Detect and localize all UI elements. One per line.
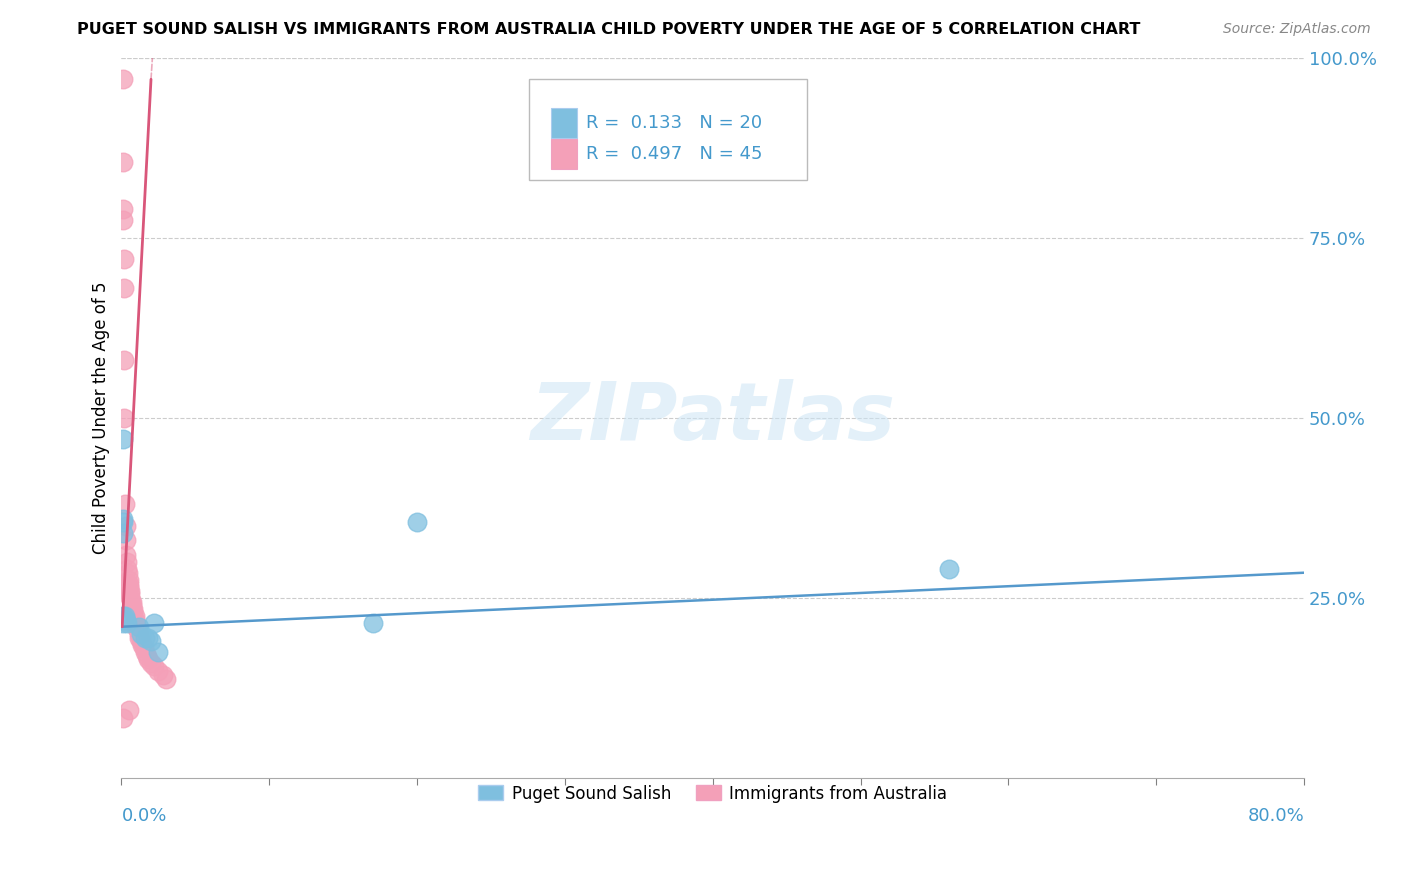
Point bbox=[129, 634, 152, 648]
Point bbox=[143, 616, 166, 631]
Point bbox=[139, 634, 162, 648]
Text: ZIPatlas: ZIPatlas bbox=[530, 379, 896, 457]
Point bbox=[118, 576, 141, 591]
Text: 0.0%: 0.0% bbox=[121, 807, 167, 825]
Point bbox=[148, 645, 170, 659]
Point bbox=[117, 566, 139, 580]
Point bbox=[111, 711, 134, 725]
Point bbox=[938, 562, 960, 576]
Point bbox=[112, 252, 135, 267]
Point bbox=[135, 648, 157, 663]
Point bbox=[117, 555, 139, 569]
Point bbox=[120, 591, 142, 605]
Legend: Puget Sound Salish, Immigrants from Australia: Puget Sound Salish, Immigrants from Aust… bbox=[471, 778, 953, 809]
Point bbox=[136, 631, 159, 645]
Point bbox=[121, 598, 143, 612]
Point bbox=[134, 631, 156, 645]
FancyBboxPatch shape bbox=[551, 139, 576, 169]
Text: Source: ZipAtlas.com: Source: ZipAtlas.com bbox=[1223, 22, 1371, 37]
Point bbox=[125, 620, 148, 634]
Point bbox=[115, 613, 138, 627]
Point bbox=[136, 652, 159, 666]
Point bbox=[118, 702, 141, 716]
Point bbox=[120, 587, 142, 601]
Point bbox=[111, 72, 134, 87]
Point bbox=[155, 672, 177, 686]
Point bbox=[134, 645, 156, 659]
Text: R =  0.497   N = 45: R = 0.497 N = 45 bbox=[586, 145, 762, 163]
Point bbox=[143, 659, 166, 673]
Text: 80.0%: 80.0% bbox=[1247, 807, 1305, 825]
Y-axis label: Child Poverty Under the Age of 5: Child Poverty Under the Age of 5 bbox=[93, 282, 110, 554]
Point bbox=[129, 627, 152, 641]
Point bbox=[122, 605, 145, 619]
Point bbox=[122, 601, 145, 615]
Point bbox=[128, 627, 150, 641]
Point bbox=[125, 616, 148, 631]
Point bbox=[114, 497, 136, 511]
Point bbox=[128, 620, 150, 634]
Point bbox=[112, 281, 135, 295]
Point bbox=[124, 609, 146, 624]
Point bbox=[111, 155, 134, 169]
Point bbox=[127, 624, 149, 638]
Point bbox=[131, 638, 153, 652]
Point bbox=[121, 594, 143, 608]
Point bbox=[111, 516, 134, 530]
Point bbox=[115, 519, 138, 533]
Point bbox=[112, 526, 135, 541]
Point bbox=[111, 609, 134, 624]
Point bbox=[148, 665, 170, 679]
Point bbox=[111, 511, 134, 525]
Point bbox=[117, 616, 139, 631]
Text: PUGET SOUND SALISH VS IMMIGRANTS FROM AUSTRALIA CHILD POVERTY UNDER THE AGE OF 5: PUGET SOUND SALISH VS IMMIGRANTS FROM AU… bbox=[77, 22, 1140, 37]
Point bbox=[120, 583, 142, 598]
Point bbox=[124, 613, 146, 627]
Point bbox=[118, 573, 141, 587]
Point bbox=[128, 631, 150, 645]
Point bbox=[406, 516, 429, 530]
FancyBboxPatch shape bbox=[530, 79, 807, 180]
Point bbox=[115, 548, 138, 562]
Point bbox=[117, 562, 139, 576]
Point bbox=[112, 410, 135, 425]
Point bbox=[118, 580, 141, 594]
Point bbox=[115, 533, 138, 548]
FancyBboxPatch shape bbox=[551, 108, 576, 138]
Point bbox=[112, 212, 135, 227]
Text: R =  0.133   N = 20: R = 0.133 N = 20 bbox=[586, 114, 762, 132]
Point bbox=[114, 609, 136, 624]
Point bbox=[361, 616, 384, 631]
Point bbox=[132, 641, 155, 656]
Point bbox=[112, 613, 135, 627]
Point bbox=[112, 353, 135, 368]
Point bbox=[139, 656, 162, 670]
Point bbox=[111, 616, 134, 631]
Point bbox=[111, 433, 134, 447]
Point bbox=[152, 668, 174, 682]
Point bbox=[112, 202, 135, 216]
